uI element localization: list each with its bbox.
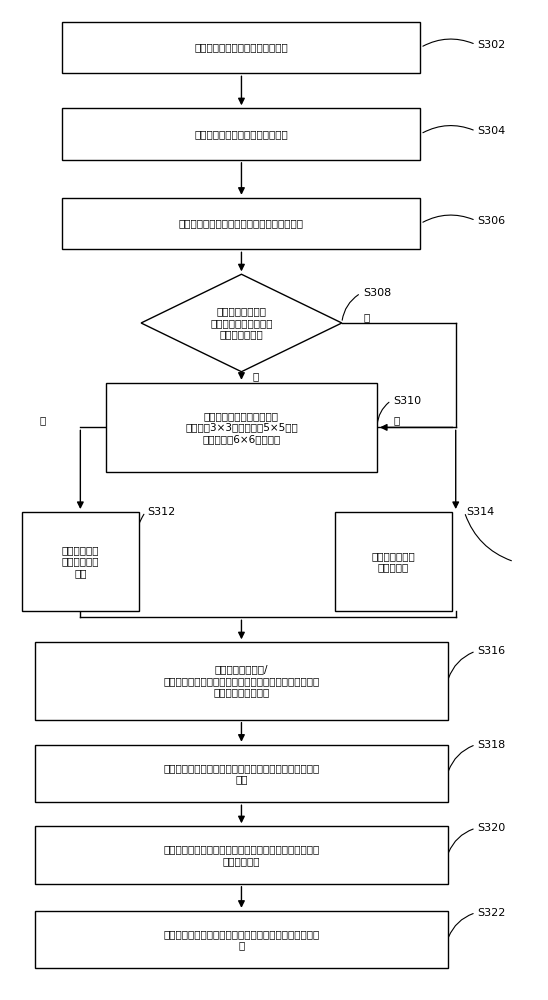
Text: 合并相邻的网
格，形成合并
网格: 合并相邻的网 格，形成合并 网格 bbox=[61, 545, 99, 578]
Text: S312: S312 bbox=[147, 507, 176, 517]
Text: 否: 否 bbox=[393, 415, 399, 425]
Bar bbox=[106, 383, 377, 472]
Text: S310: S310 bbox=[393, 396, 421, 406]
Text: S320: S320 bbox=[477, 823, 506, 833]
Bar bbox=[22, 512, 139, 611]
Text: 对该城市的电子地图进行网格划分: 对该城市的电子地图进行网格划分 bbox=[195, 129, 288, 139]
Text: S306: S306 bbox=[477, 216, 506, 226]
Bar bbox=[35, 642, 448, 720]
Text: S316: S316 bbox=[477, 646, 506, 656]
Text: 判断相邻的网格的位置关系
是否满足3×3位置关系、5×5位置
关系，或者6×6位置关系: 判断相邻的网格的位置关系 是否满足3×3位置关系、5×5位置 关系，或者6×6位… bbox=[185, 411, 298, 444]
Bar bbox=[62, 198, 420, 249]
Bar bbox=[335, 512, 452, 611]
Text: 通过逆地理编码工具，获取并显示中心点所在的经纬度对
应的地点名称: 通过逆地理编码工具，获取并显示中心点所在的经纬度对 应的地点名称 bbox=[163, 844, 319, 866]
Bar bbox=[35, 826, 448, 884]
Text: 根据多边形区域内车辆需求的情况，对多边形进行颜色标
注: 根据多边形区域内车辆需求的情况，对多边形进行颜色标 注 bbox=[163, 929, 319, 950]
Text: 根据每个网格内的订单总量，对网格进行排序: 根据每个网格内的订单总量，对网格进行排序 bbox=[179, 219, 304, 229]
Text: 孤立该网格，形
成孤立网格: 孤立该网格，形 成孤立网格 bbox=[372, 551, 415, 572]
Bar bbox=[62, 22, 420, 73]
Bar bbox=[62, 108, 420, 160]
Text: 否: 否 bbox=[363, 312, 370, 322]
Text: 是: 是 bbox=[39, 415, 46, 425]
Text: S322: S322 bbox=[477, 908, 506, 918]
Text: 将位于合并网格和/
或孤立网格内部边缘的订单发生地点作为顶点，连接各个
顶点得到多边形区域: 将位于合并网格和/ 或孤立网格内部边缘的订单发生地点作为顶点，连接各个 顶点得到… bbox=[163, 664, 319, 698]
Text: S302: S302 bbox=[477, 40, 506, 50]
Text: S314: S314 bbox=[466, 507, 495, 517]
Text: S308: S308 bbox=[363, 288, 391, 298]
Polygon shape bbox=[141, 274, 342, 372]
Bar bbox=[35, 911, 448, 968]
Text: S304: S304 bbox=[477, 126, 506, 136]
Text: S318: S318 bbox=[477, 740, 506, 750]
Text: 计算多边形区域的质心，并将质心确定为多边形区域的中
心点: 计算多边形区域的质心，并将质心确定为多边形区域的中 心点 bbox=[163, 763, 319, 784]
Bar bbox=[35, 745, 448, 802]
Text: 是: 是 bbox=[252, 371, 259, 381]
Text: 判断相邻的网格间
的订单总量的差值是否
在预设的范围内: 判断相邻的网格间 的订单总量的差值是否 在预设的范围内 bbox=[210, 306, 273, 340]
Text: 获取某一个城市的所有的订单数据: 获取某一个城市的所有的订单数据 bbox=[195, 43, 288, 53]
